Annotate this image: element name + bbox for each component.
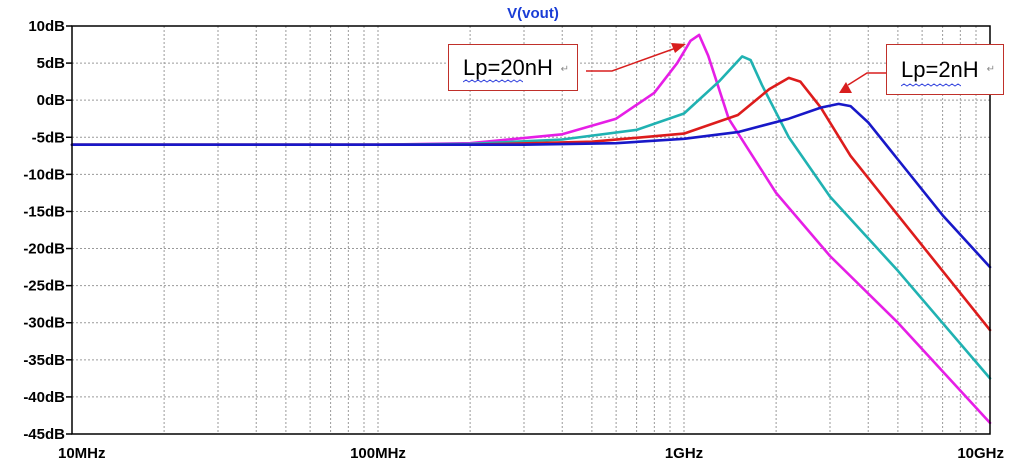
x-tick-label: 100MHz	[350, 445, 406, 462]
arrow-lp2-line	[847, 72, 886, 86]
y-tick-label: -5dB	[32, 129, 66, 146]
series-line-4	[70, 102, 992, 269]
series-line-1	[70, 33, 992, 425]
x-tick-label: 10GHz	[957, 445, 1004, 462]
spellcheck-underline	[901, 83, 961, 87]
y-tick-label: 5dB	[37, 55, 66, 72]
series-lines	[70, 33, 992, 425]
grid-lines	[71, 26, 990, 434]
x-tick-label: 10MHz	[58, 445, 106, 462]
y-tick-label: -20dB	[23, 241, 65, 258]
annotation-lp2nh: Lp=2nH ↵	[886, 44, 1004, 95]
annotation-lp20nh: Lp=20nH ↵	[448, 44, 578, 91]
annotation-lp2nh-text: Lp=2nH	[901, 56, 979, 82]
arrow-lp2-head	[839, 82, 852, 93]
x-tick-label: 1GHz	[665, 445, 703, 462]
y-tick-label: 0dB	[37, 92, 66, 109]
paragraph-mark-icon: ↵	[560, 64, 569, 75]
y-tick-label: -10dB	[23, 166, 65, 183]
x-tick-labels: 10MHz 100MHz 1GHz 10GHz	[58, 445, 1004, 462]
plot-title: V(vout)	[507, 5, 559, 22]
annotation-arrows	[586, 43, 886, 93]
annotation-lp20nh-text: Lp=20nH	[463, 54, 553, 80]
paragraph-mark-icon: ↵	[986, 64, 995, 75]
y-tick-label: -30dB	[23, 315, 65, 332]
y-tick-label: 10dB	[28, 18, 65, 35]
plot-frame	[71, 25, 991, 435]
spellcheck-underline	[463, 79, 523, 83]
y-tick-labels: 10dB 5dB 0dB -5dB -10dB -15dB -20dB -25dB -30dB -…	[23, 18, 72, 443]
series-line-3	[70, 76, 992, 332]
y-tick-label: -35dB	[23, 352, 65, 369]
y-tick-label: -45dB	[23, 426, 65, 443]
arrow-lp20-head	[671, 43, 686, 53]
y-tick-label: -15dB	[23, 203, 65, 220]
y-tick-label: -40dB	[23, 389, 65, 406]
series-line-2	[70, 55, 992, 380]
arrow-lp20-line	[586, 47, 677, 72]
y-tick-label: -25dB	[23, 278, 65, 295]
